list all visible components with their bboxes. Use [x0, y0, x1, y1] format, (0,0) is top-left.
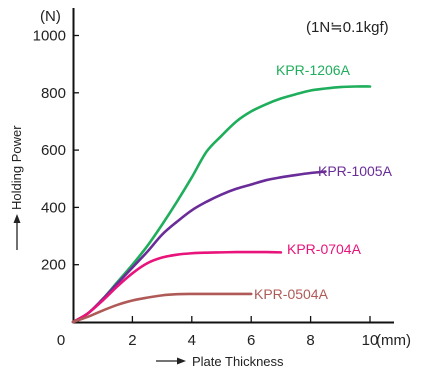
x-tick-label: 0 [57, 332, 65, 349]
y-tick-label: 1000 [33, 28, 66, 45]
series-label-kpr-1206a: KPR-1206A [276, 62, 351, 78]
x-axis-title-group: Plate Thickness [156, 354, 284, 369]
y-tick-label: 600 [41, 142, 66, 159]
y-tick-label: 400 [41, 199, 66, 216]
x-tick-label: 10 [362, 332, 379, 349]
y-unit-label: (N) [40, 8, 61, 25]
y-tick-label: 800 [41, 85, 66, 102]
x-axis-title: Plate Thickness [192, 354, 284, 369]
x-unit-label: (mm) [376, 332, 411, 349]
series-line-kpr-1005a [71, 170, 327, 324]
axis-ticks: 0 2 4 6 8 10 200 400 600 800 1000 [33, 28, 379, 350]
x-tick-label: 4 [188, 332, 196, 349]
y-axis-arrow-head-icon [13, 214, 21, 223]
series-label-kpr-0504a: KPR-0504A [254, 286, 329, 302]
series-label-kpr-1005a: KPR-1005A [318, 163, 393, 179]
x-tick-label: 2 [128, 332, 136, 349]
series-layer [71, 85, 372, 324]
series-labels: KPR-1206A KPR-1005A KPR-0704A KPR-0504A [254, 62, 393, 302]
series-label-kpr-0704a: KPR-0704A [287, 241, 362, 257]
y-axis-title-group: Holding Power [9, 125, 24, 250]
y-tick-label: 200 [41, 257, 66, 274]
conversion-note: (1N≒0.1kgf) [306, 19, 389, 36]
x-tick-label: 6 [247, 332, 255, 349]
y-axis-title: Holding Power [9, 125, 24, 210]
series-line-kpr-0504a [71, 292, 253, 324]
series-line-kpr-0704a [71, 250, 283, 324]
x-axis-arrow-head-icon [177, 357, 186, 365]
x-tick-label: 8 [306, 332, 314, 349]
